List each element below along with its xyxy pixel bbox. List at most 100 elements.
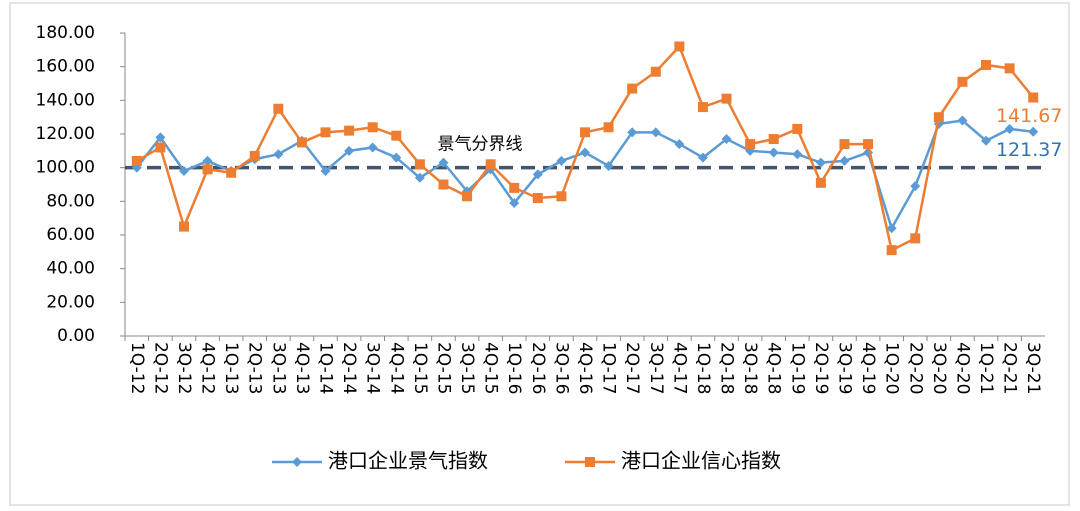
data-point <box>815 157 826 168</box>
x-tick-label: 4Q-17 <box>669 342 689 394</box>
x-tick-label: 1Q-12 <box>127 342 147 394</box>
legend-marker <box>585 457 595 467</box>
x-tick-label: 2Q-12 <box>150 342 170 394</box>
legend-label: 港口企业景气指数 <box>328 449 488 473</box>
data-label: 141.67 <box>996 105 1062 127</box>
data-point <box>438 179 449 190</box>
data-point <box>721 134 732 145</box>
x-tick-label: 3Q-17 <box>646 342 666 394</box>
data-point <box>603 122 614 133</box>
x-tick-label: 3Q-19 <box>834 342 854 394</box>
data-point <box>792 123 803 134</box>
x-tick-label: 1Q-13 <box>221 342 241 394</box>
data-point <box>933 112 944 123</box>
data-point <box>697 102 708 113</box>
y-tick-label: 80.00 <box>46 191 95 211</box>
y-tick-label: 100.00 <box>36 158 95 178</box>
legend-label: 港口企业信心指数 <box>621 449 781 473</box>
data-point <box>1004 63 1015 74</box>
data-point <box>155 142 166 153</box>
data-point <box>249 150 260 161</box>
x-tick-label: 2Q-20 <box>905 342 925 394</box>
data-point <box>391 152 402 163</box>
data-point <box>1028 126 1039 137</box>
y-tick-label: 60.00 <box>46 225 95 245</box>
x-tick-label: 1Q-16 <box>504 342 524 394</box>
data-point <box>226 167 237 178</box>
data-point <box>296 137 307 148</box>
data-point <box>650 127 661 138</box>
x-tick-label: 2Q-18 <box>717 342 737 394</box>
x-tick-label: 4Q-15 <box>481 342 501 394</box>
data-point <box>391 130 402 141</box>
data-point <box>320 166 331 177</box>
data-point <box>556 191 567 202</box>
data-point <box>768 134 779 145</box>
data-point <box>131 155 142 166</box>
data-point <box>202 164 213 175</box>
y-tick-label: 0.00 <box>57 326 95 346</box>
data-point <box>438 157 449 168</box>
data-point <box>344 125 355 136</box>
data-label: 121.37 <box>996 139 1062 161</box>
x-tick-label: 2Q-19 <box>811 342 831 394</box>
x-tick-label: 4Q-19 <box>858 342 878 394</box>
x-tick-label: 1Q-21 <box>976 342 996 394</box>
data-point <box>815 177 826 188</box>
x-tick-label: 1Q-17 <box>599 342 619 394</box>
data-point <box>273 149 284 160</box>
x-tick-label: 1Q-20 <box>882 342 902 394</box>
data-point <box>981 135 992 146</box>
data-point <box>768 147 779 158</box>
x-tick-label: 3Q-12 <box>174 342 194 394</box>
data-point <box>886 223 897 234</box>
data-point <box>367 142 378 153</box>
data-point <box>863 139 874 150</box>
data-point <box>580 147 590 158</box>
data-point <box>367 122 378 133</box>
data-point <box>957 115 968 126</box>
threshold-label: 景气分界线 <box>438 135 523 155</box>
data-point <box>414 159 425 170</box>
x-tick-label: 2Q-15 <box>433 342 453 394</box>
x-tick-label: 4Q-16 <box>575 342 595 394</box>
x-tick-label: 1Q-18 <box>693 342 713 394</box>
x-tick-label: 3Q-21 <box>1023 342 1043 394</box>
data-point <box>650 66 661 77</box>
data-point <box>485 159 496 170</box>
x-tick-label: 4Q-12 <box>198 342 218 394</box>
x-tick-label: 2Q-13 <box>245 342 265 394</box>
data-point <box>462 191 473 202</box>
x-tick-label: 2Q-16 <box>528 342 548 394</box>
data-point <box>674 41 685 52</box>
data-point <box>603 160 614 171</box>
x-tick-label: 4Q-14 <box>386 342 406 394</box>
legend-marker <box>292 457 302 467</box>
data-point <box>178 221 189 232</box>
data-point <box>155 132 166 143</box>
x-tick-label: 3Q-16 <box>551 342 571 394</box>
data-point <box>981 59 992 70</box>
data-point <box>556 155 567 166</box>
y-tick-label: 140.00 <box>36 90 95 110</box>
data-point <box>202 155 213 166</box>
data-point <box>674 139 685 150</box>
y-tick-label: 40.00 <box>46 259 95 279</box>
data-point <box>273 103 284 114</box>
x-tick-label: 2Q-21 <box>1000 342 1020 394</box>
data-point <box>957 76 968 87</box>
data-point <box>320 127 331 138</box>
data-point <box>1028 92 1039 103</box>
x-tick-label: 3Q-14 <box>363 342 383 394</box>
data-point <box>910 181 921 192</box>
data-point <box>627 83 638 94</box>
x-tick-label: 4Q-18 <box>764 342 784 394</box>
x-tick-label: 1Q-19 <box>787 342 807 394</box>
y-tick-label: 160.00 <box>36 57 95 77</box>
data-point <box>839 155 850 166</box>
x-tick-label: 2Q-14 <box>339 342 359 394</box>
x-tick-label: 4Q-13 <box>292 342 312 394</box>
x-tick-label: 4Q-20 <box>952 342 972 394</box>
data-point <box>886 245 897 256</box>
data-point <box>178 166 189 177</box>
